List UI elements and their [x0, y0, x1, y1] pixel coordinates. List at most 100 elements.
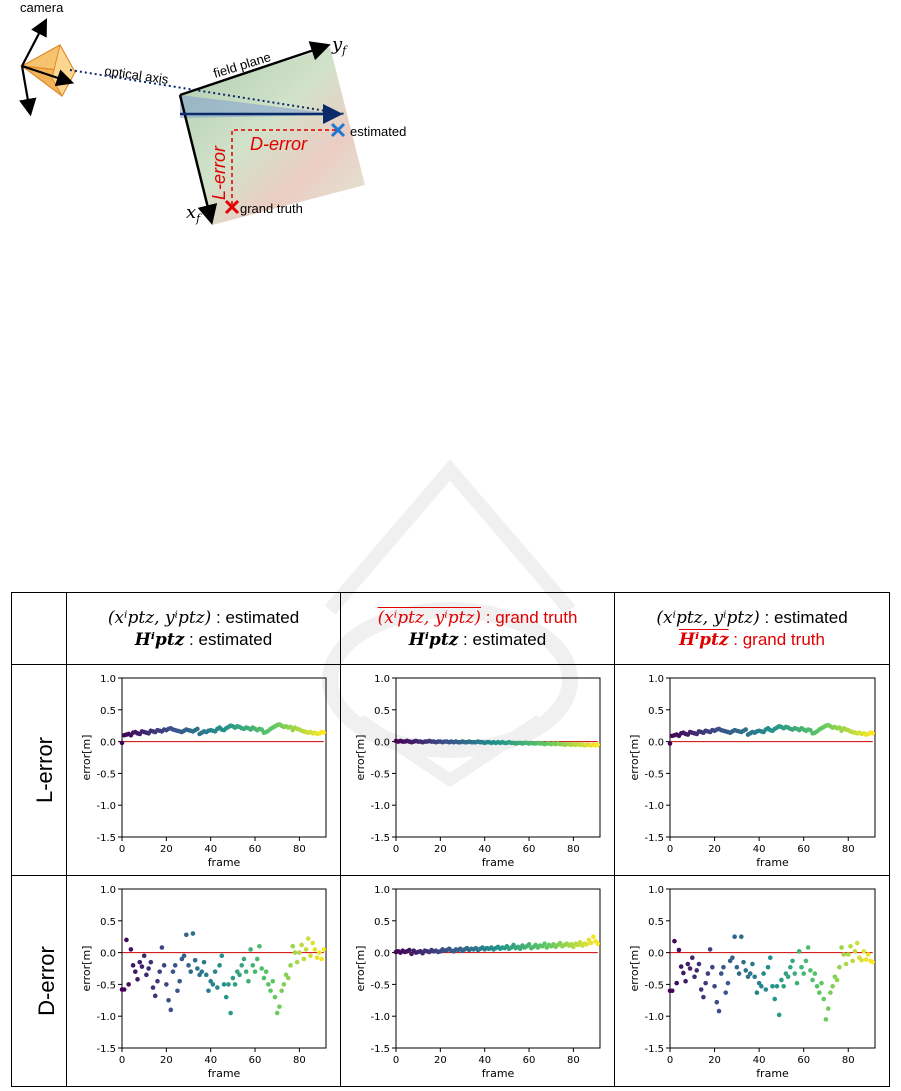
y-tick-label: 1.0 [648, 885, 664, 896]
y-tick-label: 0.5 [374, 917, 390, 928]
x-tick-label: 0 [667, 844, 673, 855]
data-point [181, 953, 187, 959]
y-tick-label: 1.0 [100, 885, 116, 896]
y-tick-label: 0.0 [100, 949, 116, 960]
cell-d-2: 1.0 0.5 0.0 -0.5 -1.0 -1.5 0 20 40 60 80 frame error… [340, 875, 615, 1087]
data-point [168, 1007, 174, 1013]
data-point [288, 963, 293, 968]
x-tick-label: 60 [797, 1055, 810, 1066]
data-point [772, 996, 778, 1002]
data-point [407, 947, 412, 953]
data-point [734, 964, 740, 970]
x-axis-label: frame [756, 856, 789, 869]
y-tick-label: -0.5 [644, 769, 664, 780]
data-point [286, 975, 291, 981]
cell-d-3: 1.0 0.5 0.0 -0.5 -1.0 -1.5 0 20 40 60 80 frame error… [614, 875, 890, 1087]
data-point [299, 942, 304, 948]
data-point [155, 978, 160, 984]
data-point [221, 982, 227, 987]
data-point [828, 990, 833, 995]
data-point [192, 957, 198, 963]
data-point [781, 984, 786, 989]
data-point [263, 969, 269, 974]
data-point [678, 964, 684, 969]
y-tick-label: 1.0 [374, 674, 390, 685]
y-axis-label: error[m] [628, 946, 641, 992]
camera-field-plane-diagram: camera optical axis field plane yf xf D-… [19, 0, 406, 225]
data-point [237, 972, 242, 978]
data-point [252, 969, 258, 974]
y-axis-label: error[m] [80, 946, 93, 992]
data-point [139, 964, 145, 969]
row-l-error: L-error 1.0 0.5 0.0 -0.5 -1.0 -1.5 0 20 40 60 80 fr… [11, 664, 890, 876]
data-point [669, 988, 675, 994]
data-point [754, 990, 760, 995]
header-empty-cell [11, 592, 67, 665]
data-point [215, 985, 220, 990]
data-point [861, 949, 867, 954]
data-point [274, 1010, 280, 1016]
data-point [801, 971, 806, 976]
x-tick-label: 40 [478, 1055, 491, 1066]
field-plane-shaded-region [180, 95, 345, 118]
data-point [128, 947, 134, 952]
x-tick-label: 80 [842, 1055, 855, 1066]
data-point [261, 975, 267, 981]
y-tick-label: -1.0 [644, 801, 664, 812]
x-tick-label: 0 [119, 844, 125, 855]
data-point [297, 950, 302, 955]
y-tick-label: -1.0 [370, 1012, 390, 1023]
data-point [241, 956, 247, 962]
y-tick-label: 0.0 [374, 949, 390, 960]
y-tick-label: -0.5 [644, 980, 664, 991]
y-tick-label: -1.0 [96, 801, 116, 812]
header-col-2: (xⁱptz, yⁱptz) : grand truth Hⁱptz : est… [340, 592, 615, 665]
data-point [219, 953, 225, 959]
x-tick-label: 40 [478, 844, 491, 855]
data-point [839, 945, 844, 950]
data-point [765, 964, 771, 970]
data-point [667, 741, 673, 746]
optical-axis-line [69, 69, 346, 115]
data-point [712, 984, 717, 989]
y-axis-label: error[m] [354, 946, 367, 992]
estimated-marker-icon [330, 122, 346, 138]
error-dashed-path [231, 129, 338, 205]
data-point [175, 988, 180, 994]
data-point [199, 969, 205, 974]
data-point [723, 990, 729, 995]
y-tick-label: -1.5 [96, 833, 116, 844]
data-point [685, 961, 691, 967]
x-tick-label: 40 [753, 844, 766, 855]
data-point [741, 959, 746, 965]
data-point [144, 972, 149, 978]
data-point [321, 730, 327, 735]
plot-d-est-est: 1.0 0.5 0.0 -0.5 -1.0 -1.50 20 40 60 80 frame error… [80, 885, 327, 1080]
x-axis-label: frame [208, 1067, 241, 1080]
data-point [692, 974, 697, 980]
x-axis-label: frame [482, 1067, 515, 1080]
plot-frame [669, 888, 876, 1049]
y-axis-label: error[m] [80, 735, 93, 781]
data-point [803, 958, 809, 964]
data-point [266, 982, 271, 987]
data-point [591, 934, 596, 939]
y-tick-label: 0.0 [648, 738, 664, 749]
data-point [203, 972, 209, 978]
data-point [279, 988, 284, 994]
y-tick-label: 1.0 [648, 674, 664, 685]
data-point [595, 941, 601, 946]
data-point [172, 963, 178, 968]
data-point [672, 938, 677, 944]
data-point [763, 987, 769, 992]
data-point [239, 963, 245, 968]
data-point [870, 731, 876, 736]
x-tick-label: 80 [293, 844, 306, 855]
data-point [228, 1010, 233, 1016]
data-point [848, 943, 853, 949]
y-tick-label: -0.5 [96, 769, 116, 780]
data-point [246, 978, 251, 984]
data-point [177, 978, 182, 984]
data-point [305, 936, 311, 941]
data-point [792, 971, 798, 976]
